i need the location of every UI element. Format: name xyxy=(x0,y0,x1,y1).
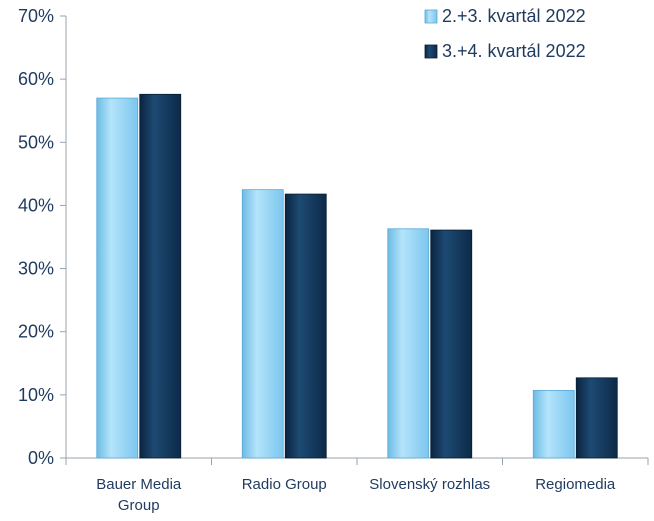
x-tick-label: Slovenský rozhlas xyxy=(369,476,490,493)
legend-label-2: 3.+4. kvartál 2022 xyxy=(442,41,586,61)
bar-series-2-2 xyxy=(430,229,473,459)
y-tick-label: 10% xyxy=(18,385,54,405)
bar-series-1-1 xyxy=(241,189,284,459)
y-tick-label: 60% xyxy=(18,69,54,89)
y-tick-label: 40% xyxy=(18,195,54,215)
legend-swatch-1 xyxy=(424,9,438,24)
bar-series-1-3 xyxy=(532,390,575,459)
legend-swatch-2 xyxy=(424,44,438,59)
x-tick-label: Regiomedia xyxy=(535,476,616,493)
x-tick-label: Bauer Media Group xyxy=(96,476,182,514)
y-tick-label: 20% xyxy=(18,322,54,342)
bar-series-1-2 xyxy=(387,228,430,459)
bar-series-1-0 xyxy=(96,97,139,459)
x-tick-label: Radio Group xyxy=(242,476,327,493)
bars xyxy=(96,93,618,459)
bar-series-2-1 xyxy=(284,193,327,459)
axis-labels: 0% 10% 20% 30% 40% 50% 60% 70% Bauer Media Group R… xyxy=(18,6,616,514)
y-tick-label: 70% xyxy=(18,6,54,26)
y-tick-label: 0% xyxy=(28,448,54,468)
legend-label-1: 2.+3. kvartál 2022 xyxy=(442,6,586,26)
bar-series-2-3 xyxy=(575,377,618,459)
legend: 2.+3. kvartál 2022 3.+4. kvartál 2022 xyxy=(424,6,586,61)
y-tick-label: 50% xyxy=(18,132,54,152)
bar-series-2-0 xyxy=(139,93,182,459)
y-tick-label: 30% xyxy=(18,259,54,279)
